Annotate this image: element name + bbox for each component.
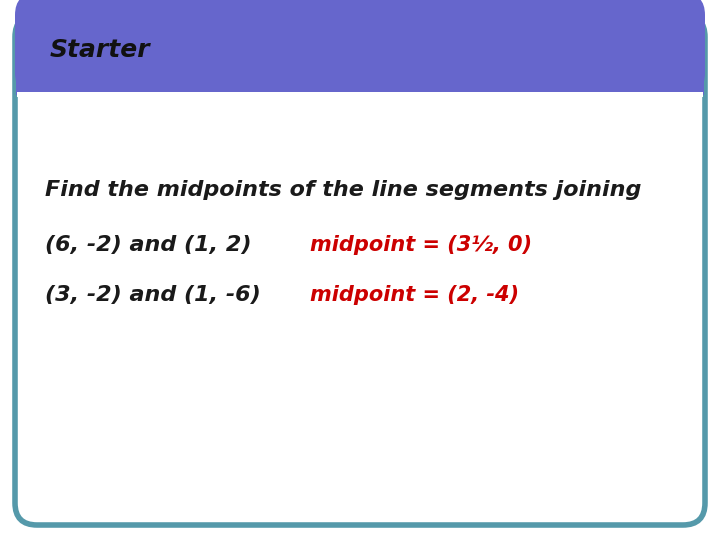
Text: (3, -2) and (1, -6): (3, -2) and (1, -6) <box>45 285 261 305</box>
FancyBboxPatch shape <box>15 15 705 525</box>
Bar <box>17 92 703 97</box>
Text: midpoint = (3½, 0): midpoint = (3½, 0) <box>310 235 532 255</box>
Text: midpoint = (2, -4): midpoint = (2, -4) <box>310 285 519 305</box>
Text: Find the midpoints of the line segments joining: Find the midpoints of the line segments … <box>45 180 642 200</box>
FancyBboxPatch shape <box>15 0 705 95</box>
Text: Starter: Starter <box>50 38 150 62</box>
Text: (6, -2) and (1, 2): (6, -2) and (1, 2) <box>45 235 251 255</box>
Bar <box>16 73 704 95</box>
